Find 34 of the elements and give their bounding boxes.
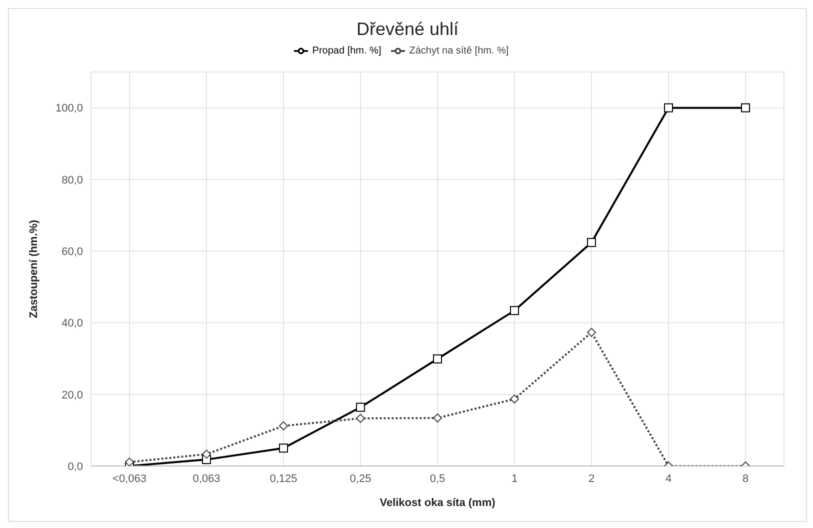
point (356, 414, 365, 423)
x-tick-label: <0,063 (112, 472, 146, 485)
point (279, 444, 288, 453)
y-tick-label: 20,0 (62, 389, 83, 402)
y-tick-label: 100,0 (55, 102, 83, 115)
point (279, 421, 288, 430)
x-tick-label: 0,125 (270, 472, 298, 485)
x-tick-label: 2 (588, 472, 595, 485)
x-axis-title: Velikost oka síta (mm) (380, 497, 496, 509)
point (433, 414, 442, 423)
x-tick-label: 8 (742, 472, 749, 485)
point (510, 394, 519, 404)
point (741, 103, 750, 112)
point (356, 402, 365, 412)
x-tick-label: 1 (511, 472, 518, 485)
x-tick-label: 0,063 (192, 472, 220, 485)
legend-label: Záchyt na sítě [hm. %] (409, 46, 509, 57)
y-tick-label: 0,0 (68, 460, 83, 473)
point (587, 328, 596, 337)
point (202, 450, 211, 459)
x-tick-label: 0,25 (350, 472, 372, 485)
point (587, 238, 596, 247)
point (125, 458, 134, 466)
y-tick-label: 60,0 (62, 246, 83, 258)
y-axis-title: Zastoupení (hm.%) (28, 219, 40, 318)
legend-label: Propad [hm. %] (312, 46, 382, 57)
point (510, 306, 519, 316)
point (664, 103, 673, 112)
y-tick-label: 80,0 (62, 174, 83, 186)
point (433, 354, 442, 364)
chart-title: Dřevěné uhlí (355, 19, 460, 40)
y-tick-label: 40,0 (62, 318, 83, 330)
x-tick-label: 4 (665, 472, 672, 485)
x-tick-label: 0,5 (430, 472, 446, 485)
